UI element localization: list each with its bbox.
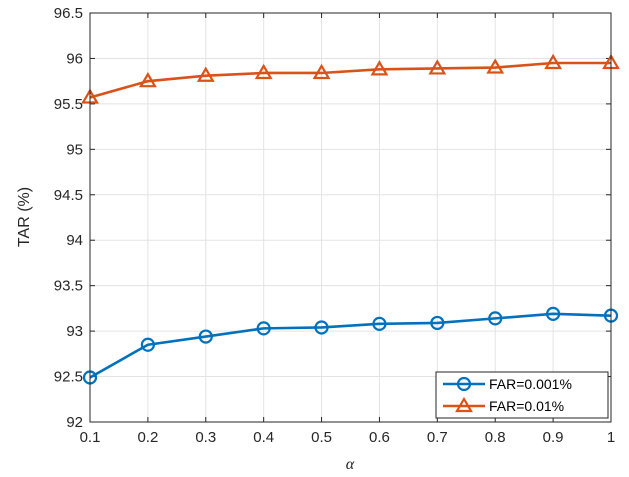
y-tick-label: 92 xyxy=(66,414,83,431)
x-tick-label: 0.2 xyxy=(137,429,158,446)
series-line xyxy=(89,61,611,99)
series-line xyxy=(89,312,612,379)
plot-background xyxy=(90,13,611,422)
y-axis-label: TAR (%) xyxy=(16,187,33,247)
y-tick-label: 92.5 xyxy=(54,369,83,386)
x-tick-label: 0.6 xyxy=(369,429,390,446)
triangle-marker xyxy=(544,53,563,70)
x-tick-label: 0.1 xyxy=(80,429,101,446)
x-axis-label: α xyxy=(346,456,355,473)
y-tick-label: 96.5 xyxy=(54,5,83,22)
y-tick-label: 95 xyxy=(66,141,83,158)
y-tick-label: 96 xyxy=(66,50,83,67)
circle-marker xyxy=(372,316,387,331)
circle-marker xyxy=(430,315,445,331)
circle-marker xyxy=(198,329,213,344)
series-layer xyxy=(81,53,620,385)
series-1 xyxy=(82,306,619,385)
legend: FAR=0.001% FAR=0.01% xyxy=(435,371,609,419)
legend-item: FAR=0.01% xyxy=(443,396,564,414)
y-tick-label: 95.5 xyxy=(54,96,83,113)
circle-marker xyxy=(488,311,503,326)
triangle-marker xyxy=(370,60,389,76)
y-ticks: 92 92.5 93 93.5 94 94.5 95 95.5 96 96.5 xyxy=(54,5,611,431)
triangle-marker xyxy=(428,59,447,75)
x-tick-label: 0.4 xyxy=(253,429,274,446)
y-tick-label: 93.5 xyxy=(54,278,83,295)
series-2 xyxy=(81,53,620,104)
y-tick-label: 93 xyxy=(66,323,83,340)
plot-frame xyxy=(89,12,612,423)
triangle-marker xyxy=(254,63,273,80)
circle-marker xyxy=(456,376,472,392)
triangle-marker xyxy=(312,63,331,80)
y-tick-label: 94 xyxy=(66,232,83,249)
x-tick-label: 1 xyxy=(607,429,615,446)
y-tick-label: 94.5 xyxy=(54,187,83,204)
circle-marker xyxy=(256,321,271,336)
legend-label: FAR=0.01% xyxy=(489,398,564,414)
triangle-marker xyxy=(486,58,505,74)
legend-label: FAR=0.001% xyxy=(489,376,572,392)
x-tick-label: 0.5 xyxy=(311,429,332,446)
x-tick-label: 0.3 xyxy=(195,429,216,446)
triangle-marker xyxy=(138,71,157,88)
circle-marker xyxy=(140,337,155,352)
x-tick-label: 0.8 xyxy=(485,429,506,446)
triangle-marker xyxy=(196,66,215,82)
legend-item: FAR=0.001% xyxy=(443,376,572,392)
triangle-marker xyxy=(455,396,473,413)
circle-marker xyxy=(314,320,329,335)
x-ticks: 0.1 0.2 0.3 0.4 0.5 0.6 0.7 0.8 0.9 1 xyxy=(80,13,615,446)
circle-marker xyxy=(546,306,561,321)
x-tick-label: 0.9 xyxy=(543,429,564,446)
x-tick-label: 0.7 xyxy=(427,429,448,446)
